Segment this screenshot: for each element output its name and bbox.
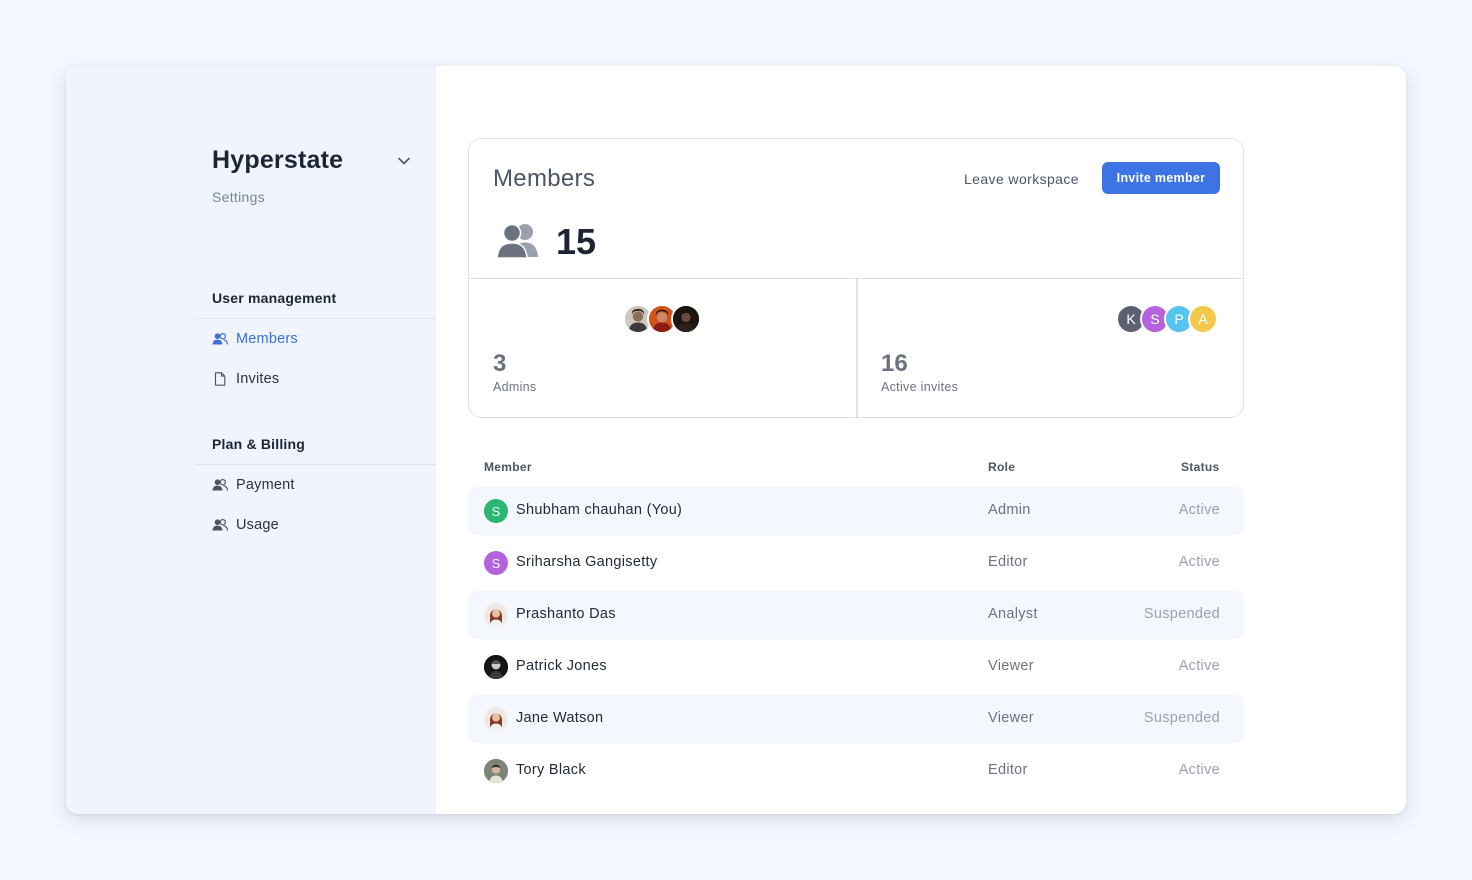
workspace-subtitle: Settings [212, 189, 265, 205]
column-header-status: Status [1181, 460, 1220, 474]
avatar: S [484, 551, 508, 575]
table-row[interactable]: Patrick Jones Viewer Active [468, 643, 1244, 691]
member-name: Shubham chauhan (You) [516, 502, 683, 518]
users-icon [212, 517, 228, 533]
member-role: Analyst [988, 606, 1038, 622]
divider [196, 318, 436, 319]
invite-member-button[interactable]: Invite member [1102, 162, 1220, 194]
sidebar: Hyperstate Settings User management Memb… [66, 66, 436, 814]
admin-avatar [647, 304, 677, 334]
member-name: Tory Black [516, 762, 586, 778]
member-role: Viewer [988, 710, 1034, 726]
sidebar-item-members[interactable]: Members [212, 328, 298, 350]
member-role: Viewer [988, 658, 1034, 674]
section-title-user-management: User management [212, 290, 337, 306]
member-role: Editor [988, 554, 1028, 570]
table-row[interactable]: Tory Black Editor Active [468, 747, 1244, 795]
member-status: Active [1178, 502, 1220, 518]
document-icon [212, 371, 228, 387]
divider [196, 464, 436, 465]
workspace-name: Hyperstate [212, 146, 344, 174]
workspace-switcher[interactable]: Hyperstate Settings [212, 146, 343, 205]
sidebar-item-invites[interactable]: Invites [212, 368, 279, 390]
table-row[interactable]: S Shubham chauhan (You) Admin Active [468, 487, 1244, 535]
member-role: Editor [988, 762, 1028, 778]
admin-avatar [671, 304, 701, 334]
users-icon [496, 223, 538, 259]
member-status: Suspended [1143, 606, 1220, 622]
avatar [484, 655, 508, 679]
divider [469, 278, 1243, 279]
avatar [484, 603, 508, 627]
sidebar-item-label: Usage [236, 517, 279, 533]
section-title-plan-billing: Plan & Billing [212, 436, 306, 452]
column-header-role: Role [988, 460, 1016, 474]
member-role: Admin [988, 502, 1031, 518]
chevron-down-icon[interactable] [397, 154, 411, 168]
member-status: Active [1178, 658, 1220, 674]
member-name: Jane Watson [516, 710, 604, 726]
users-icon [212, 331, 228, 347]
sidebar-item-payment[interactable]: Payment [212, 474, 295, 496]
users-icon [212, 477, 228, 493]
members-summary-card: Members Leave workspace Invite member 15… [468, 138, 1244, 418]
page-title: Members [493, 165, 596, 192]
member-status: Suspended [1143, 710, 1220, 726]
sidebar-item-usage[interactable]: Usage [212, 514, 279, 536]
sidebar-item-label: Payment [236, 477, 295, 493]
avatar: S [484, 499, 508, 523]
member-status: Active [1178, 554, 1220, 570]
table-row[interactable]: Jane Watson Viewer Suspended [468, 695, 1244, 743]
invite-avatar: A [1188, 304, 1218, 334]
member-name: Sriharsha Gangisetty [516, 554, 658, 570]
divider [856, 279, 858, 418]
settings-window: Hyperstate Settings User management Memb… [66, 66, 1406, 814]
column-header-member: Member [484, 460, 532, 474]
sidebar-item-label: Invites [236, 371, 280, 387]
table-row[interactable]: S Sriharsha Gangisetty Editor Active [468, 539, 1244, 587]
member-name: Prashanto Das [516, 606, 616, 622]
leave-workspace-link[interactable]: Leave workspace [964, 171, 1079, 187]
admins-label: Admins [493, 380, 537, 394]
table-row[interactable]: Prashanto Das Analyst Suspended [468, 591, 1244, 639]
active-invites-count: 16 [881, 350, 908, 377]
sidebar-item-label: Members [236, 331, 298, 347]
member-name: Patrick Jones [516, 658, 607, 674]
admins-count: 3 [493, 350, 507, 377]
avatar [484, 707, 508, 731]
active-invites-label: Active invites [881, 380, 959, 394]
avatar [484, 759, 508, 783]
member-status: Active [1178, 762, 1220, 778]
member-count: 15 [556, 221, 597, 262]
